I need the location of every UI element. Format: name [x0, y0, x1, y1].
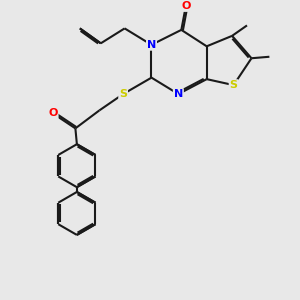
Text: N: N — [147, 40, 156, 50]
Text: S: S — [230, 80, 238, 90]
Text: O: O — [48, 109, 58, 118]
Text: S: S — [119, 89, 127, 99]
Text: O: O — [181, 1, 190, 11]
Text: N: N — [174, 89, 183, 99]
